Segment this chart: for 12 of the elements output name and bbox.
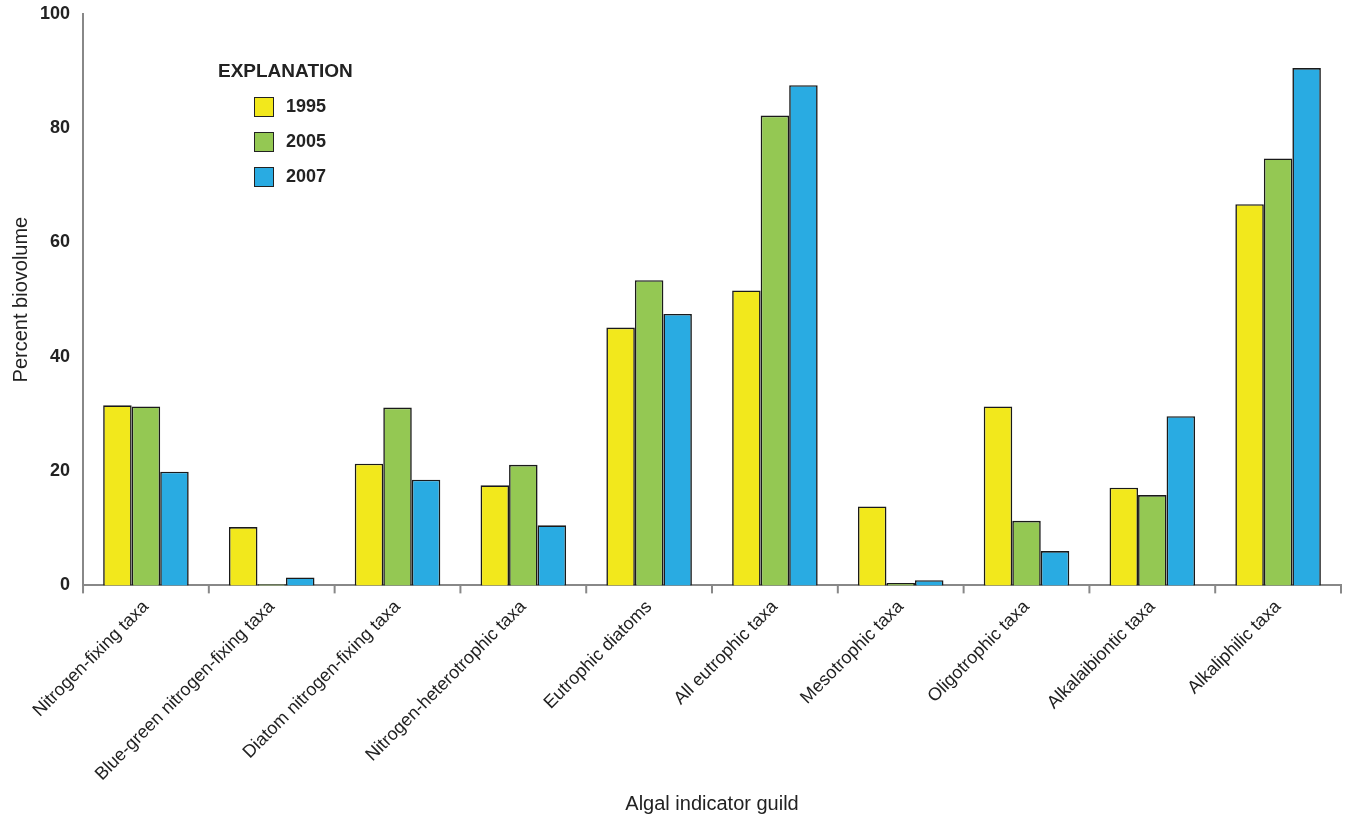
legend-title: EXPLANATION: [218, 60, 353, 82]
y-tick-label: 80: [50, 117, 71, 138]
y-tick-label: 100: [39, 2, 71, 23]
legend-label: 1995: [286, 96, 327, 117]
y-tick-label: 20: [50, 460, 71, 481]
y-tick-label: 0: [60, 574, 71, 595]
y-axis-title: Percent biovolume: [8, 216, 31, 383]
x-axis-title: Algal indicator guild: [625, 791, 799, 814]
y-tick-label: 40: [50, 345, 71, 366]
legend-label: 2007: [286, 166, 327, 187]
legend-label: 2005: [286, 131, 327, 152]
y-tick-label: 60: [50, 231, 71, 252]
